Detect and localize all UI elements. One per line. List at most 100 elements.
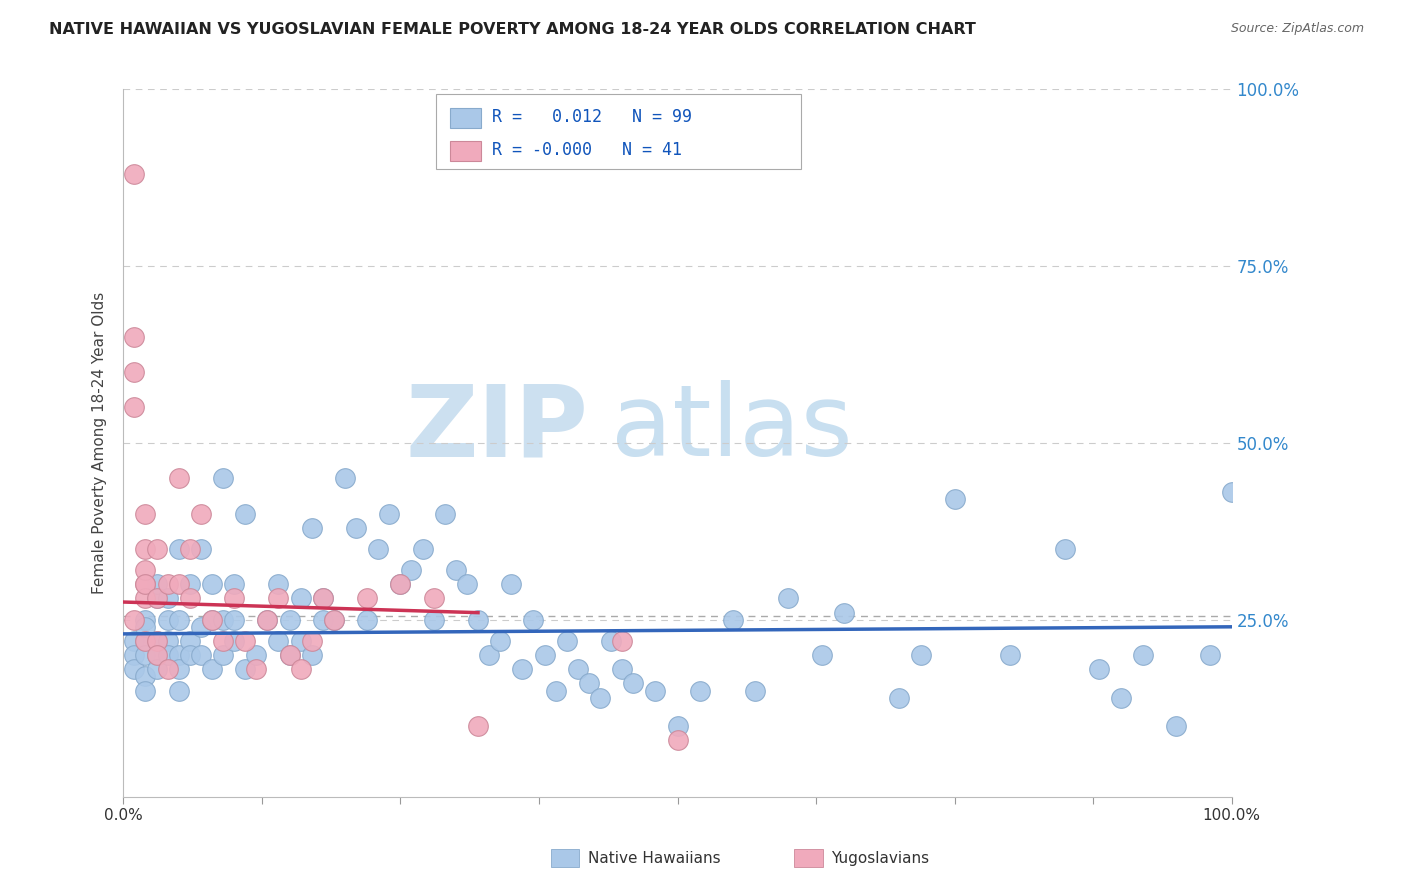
Point — [134, 648, 156, 662]
Point — [301, 648, 323, 662]
Point — [344, 521, 367, 535]
Point — [666, 719, 689, 733]
Text: Source: ZipAtlas.com: Source: ZipAtlas.com — [1230, 22, 1364, 36]
Point — [290, 591, 312, 606]
Point — [156, 662, 179, 676]
Point — [889, 690, 911, 705]
Point — [422, 591, 444, 606]
Point — [201, 613, 224, 627]
Point — [555, 634, 578, 648]
Point — [145, 634, 167, 648]
Point — [1132, 648, 1154, 662]
Point — [1109, 690, 1132, 705]
Point — [489, 634, 512, 648]
Point — [589, 690, 612, 705]
Point — [245, 662, 267, 676]
Point — [124, 167, 146, 181]
Point — [444, 563, 467, 577]
Point — [179, 591, 201, 606]
Point — [278, 648, 301, 662]
Point — [190, 507, 212, 521]
Point — [201, 662, 224, 676]
Point — [134, 620, 156, 634]
Point — [145, 662, 167, 676]
Point — [810, 648, 832, 662]
Point — [201, 577, 224, 591]
Point — [290, 634, 312, 648]
Point — [167, 577, 190, 591]
Point — [179, 577, 201, 591]
Point — [224, 634, 246, 648]
Point — [156, 634, 179, 648]
Point — [124, 662, 146, 676]
Point — [456, 577, 478, 591]
Point — [156, 591, 179, 606]
Text: NATIVE HAWAIIAN VS YUGOSLAVIAN FEMALE POVERTY AMONG 18-24 YEAR OLDS CORRELATION : NATIVE HAWAIIAN VS YUGOSLAVIAN FEMALE PO… — [49, 22, 976, 37]
Point — [412, 541, 434, 556]
Point — [389, 577, 412, 591]
Point — [744, 683, 766, 698]
Point — [910, 648, 932, 662]
Point — [267, 591, 290, 606]
Point — [167, 683, 190, 698]
Point — [245, 648, 267, 662]
Point — [333, 471, 356, 485]
Point — [167, 541, 190, 556]
Point — [1198, 648, 1220, 662]
Point — [145, 591, 167, 606]
Point — [124, 634, 146, 648]
Point — [124, 329, 146, 343]
Point — [567, 662, 589, 676]
Point — [1054, 541, 1077, 556]
Text: ZIP: ZIP — [406, 380, 589, 477]
Point — [290, 662, 312, 676]
Point — [512, 662, 534, 676]
Point — [644, 683, 666, 698]
Point — [156, 648, 179, 662]
Point — [233, 662, 256, 676]
Point — [278, 613, 301, 627]
Text: atlas: atlas — [612, 380, 852, 477]
Point — [356, 591, 378, 606]
Point — [544, 683, 567, 698]
Point — [367, 541, 389, 556]
Y-axis label: Female Poverty Among 18-24 Year Olds: Female Poverty Among 18-24 Year Olds — [93, 292, 107, 594]
Point — [134, 634, 156, 648]
Point — [167, 648, 190, 662]
Point — [301, 521, 323, 535]
Point — [134, 613, 156, 627]
Point — [998, 648, 1021, 662]
Point — [224, 613, 246, 627]
Point — [689, 683, 711, 698]
Point — [167, 613, 190, 627]
Text: R = -0.000   N = 41: R = -0.000 N = 41 — [492, 141, 682, 159]
Point — [378, 507, 401, 521]
Point — [212, 648, 235, 662]
Point — [666, 733, 689, 747]
Point — [312, 591, 335, 606]
Point — [124, 613, 146, 627]
Point — [190, 541, 212, 556]
Point — [124, 648, 146, 662]
Point — [301, 634, 323, 648]
Point — [422, 613, 444, 627]
Point — [156, 577, 179, 591]
Point — [145, 648, 167, 662]
Text: Native Hawaiians: Native Hawaiians — [588, 851, 720, 865]
Point — [256, 613, 278, 627]
Point — [467, 613, 489, 627]
Point — [212, 613, 235, 627]
Point — [212, 471, 235, 485]
Point — [145, 634, 167, 648]
Point — [134, 669, 156, 683]
Point — [233, 634, 256, 648]
Point — [389, 577, 412, 591]
Point — [322, 613, 344, 627]
Point — [1087, 662, 1109, 676]
Point — [134, 563, 156, 577]
Point — [179, 634, 201, 648]
Point — [621, 676, 644, 690]
Point — [190, 620, 212, 634]
Point — [832, 606, 855, 620]
Point — [124, 401, 146, 415]
